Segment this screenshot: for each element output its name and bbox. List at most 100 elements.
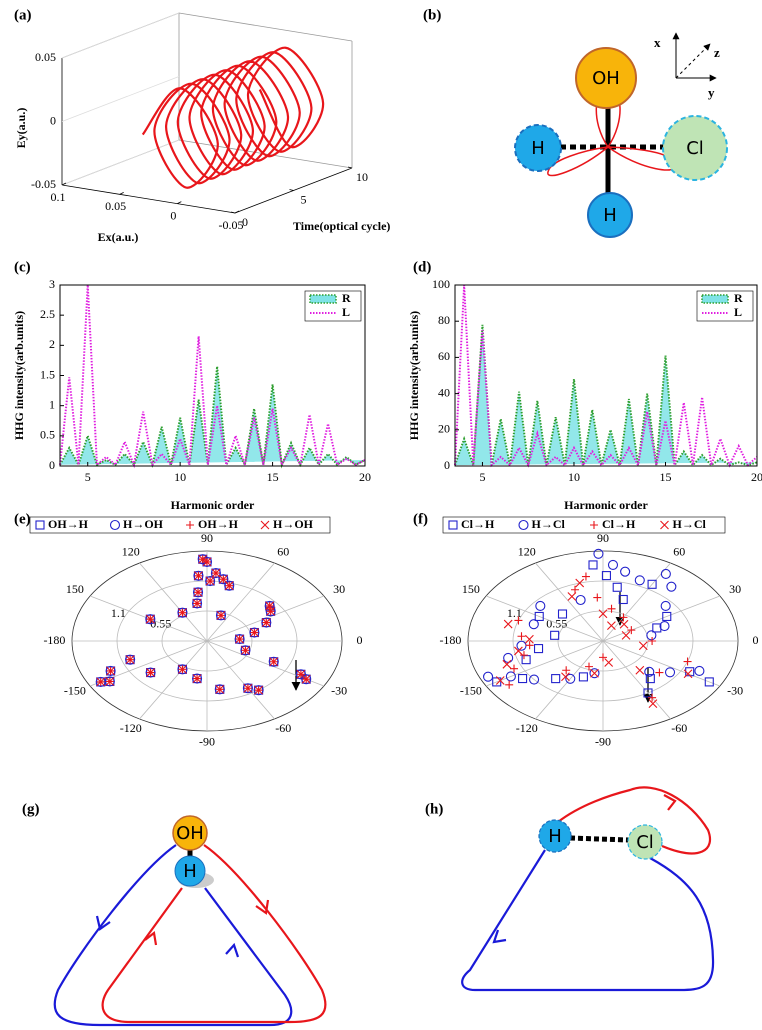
field-curve [143,48,323,188]
grid-spoke [486,596,603,641]
trajectory [55,845,292,1025]
marker [504,620,512,628]
x-tick-label: 5 [479,470,485,484]
x-tick-label: 5 [85,470,91,484]
legend-label: OH→H [198,517,239,531]
theta-tick-label: 60 [277,545,289,559]
y-tick-label: 2 [49,337,55,351]
marker [529,620,538,629]
marker [505,681,513,689]
atom-label: H [603,205,617,226]
series-line [60,366,365,464]
y-tick-label: 1 [49,397,55,411]
grid-spoke [603,641,671,719]
theta-tick-label: -150 [460,684,482,698]
y-axis-label: HHG intensity(arb.units) [12,311,26,440]
theta-tick-label: -30 [727,684,743,698]
marker [594,549,603,558]
marker [568,593,576,601]
marker [622,631,630,639]
marker [661,601,670,610]
theta-tick-label: -180 [439,633,461,647]
atom-label: Cl [636,832,654,853]
theta-tick-label: 0 [357,633,363,647]
marker [613,583,621,591]
x-tick-label: -0.05 [219,218,244,232]
diagram-g: OH H [55,816,326,1025]
marker [620,620,628,628]
axis-name: x [654,35,661,50]
y-axis-label: HHG intensity(arb.units) [407,311,421,440]
series-line [455,325,757,465]
x-tick-label: 15 [659,470,671,484]
theta-tick-label: 0 [753,633,759,647]
marker [589,561,597,569]
marker [503,660,511,668]
legend-label: R [734,291,743,305]
grid-spoke [603,641,720,686]
diagram-b: OH H Cl H x y z [515,33,727,237]
theta-tick-label: 150 [66,582,84,596]
marker [647,631,656,640]
figure: (a) (b) (c) (d) (e) (f) (g) (h) OH H Cl … [0,0,762,1030]
box-edge [179,13,352,41]
legend-label: H→OH [123,517,164,531]
marker [607,622,615,630]
x-tick-label: 20 [751,470,762,484]
tick-mark [120,192,124,194]
x-tick-label: 0.1 [51,190,66,204]
marker [605,658,613,666]
arrowhead [145,933,156,945]
legend-label: H→OH [273,517,314,531]
marker [602,572,610,580]
marker [636,666,644,674]
y-tick-label: 20 [438,422,450,436]
marker [552,675,560,683]
marker [649,700,657,708]
arrowhead [226,945,238,957]
y-tick-label: 3 [49,277,55,291]
marker [571,586,579,594]
axis-arrow [676,44,710,78]
marker [593,594,601,602]
x-tick-label: 10 [174,470,186,484]
panel-label: (f) [413,511,428,527]
r-tick-label: 1.1 [507,606,522,620]
grid-line [62,13,179,58]
theta-tick-label: -90 [199,734,215,748]
marker [666,668,675,677]
z-tick-label: 0 [50,113,56,127]
y-tick-label: 80 [438,313,450,327]
marker [484,672,493,681]
x-tick-label: 0.05 [105,199,126,213]
marker [504,653,513,662]
axis-name: z [714,45,720,60]
theta-tick-label: -120 [120,721,142,735]
r-tick-label: 1.1 [111,606,126,620]
panel-label: (h) [425,801,443,817]
t-axis-label: Time(optical cycle) [293,219,390,233]
panel-label: (e) [14,511,31,527]
y-tick-label: 100 [432,277,450,291]
arrowhead [494,930,506,942]
t-tick-label: 10 [356,170,368,184]
z-tick-label: 0.05 [35,50,56,64]
y-tick-label: 2.5 [40,307,55,321]
marker [608,560,617,569]
theta-tick-label: -90 [595,734,611,748]
marker [655,669,663,677]
z-axis-label: Ey(a.u.) [14,108,28,149]
marker [661,569,670,578]
y-tick-label: 0 [444,458,450,472]
axis-line [62,185,235,213]
tick-mark [177,202,181,204]
grid-spoke [90,596,207,641]
atom-label: H [183,861,197,882]
marker [684,658,692,666]
legend-label: H→Cl [673,517,707,531]
z-tick-label: -0.05 [31,177,56,191]
theta-tick-label: 30 [729,582,741,596]
panel-label: (g) [22,801,40,817]
atom-label: Cl [686,138,704,159]
atom-label: OH [176,823,204,844]
